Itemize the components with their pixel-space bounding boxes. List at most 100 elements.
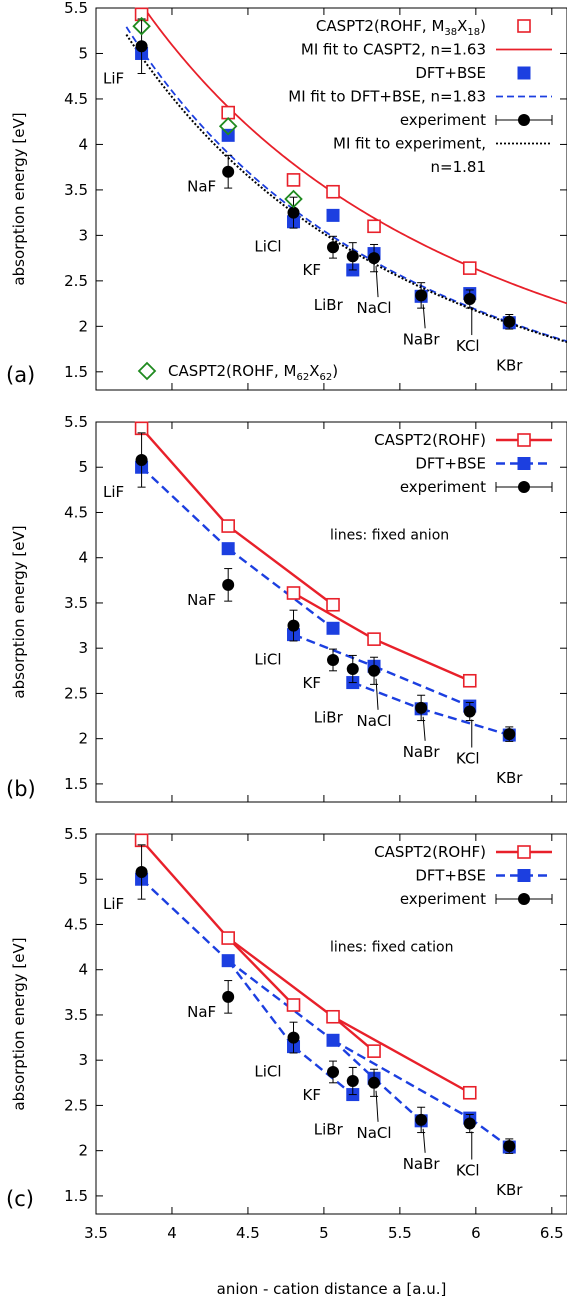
marker-filled-square (326, 1033, 340, 1047)
marker-experiment (415, 289, 428, 302)
y-tick-label: 3.5 (64, 181, 88, 199)
marker-experiment (463, 1117, 476, 1130)
y-tick-label: 2 (78, 1142, 88, 1160)
series-curve (142, 8, 567, 305)
legend-key (518, 481, 530, 493)
x-tick-label: 6.5 (540, 1224, 564, 1242)
compound-label-kbr: KBr (496, 357, 523, 375)
panel-label: (c) (6, 1187, 34, 1211)
y-tick-label: 5.5 (64, 413, 88, 431)
marker-experiment (368, 1076, 381, 1089)
y-tick-label: 4 (78, 961, 88, 979)
compound-label-lif: LiF (103, 69, 124, 87)
legend-label: MI fit to CASPT2, n=1.63 (301, 41, 486, 59)
marker-open-square (221, 105, 235, 120)
panel-note: lines: fixed anion (330, 528, 449, 544)
y-tick-label: 2.5 (64, 1096, 88, 1114)
marker-experiment (346, 663, 359, 675)
marker-experiment (287, 1031, 300, 1044)
legend: CASPT2(ROHF, M38X18) MI fit to CASPT2, n=… (137, 17, 553, 383)
marker-open-square (326, 597, 340, 612)
series-segment (373, 1077, 422, 1122)
series-segment (140, 839, 230, 939)
series-segment (420, 707, 510, 737)
series-segment (227, 525, 334, 606)
marker-filled-square (517, 457, 531, 470)
y-tick-label: 4 (78, 135, 88, 153)
series-segment (373, 665, 471, 708)
series-segment (332, 1039, 375, 1080)
marker-experiment (135, 866, 148, 878)
compound-label-licl: LiCl (254, 651, 281, 669)
marker-experiment (327, 241, 340, 254)
label-leader (375, 1090, 379, 1122)
legend-label: experiment (400, 890, 486, 908)
y-tick-label: 3.5 (64, 594, 88, 612)
plot-area (140, 427, 510, 737)
compound-label-lif: LiF (103, 895, 124, 913)
legend-label: CASPT2(ROHF, M38X18) (316, 17, 486, 38)
series-segment (227, 937, 295, 1006)
series-curve (125, 26, 567, 343)
compound-label-libr: LiBr (314, 296, 344, 314)
y-tick-label: 5.5 (64, 825, 88, 843)
series-segment (373, 638, 471, 682)
compound-label-kcl: KCl (456, 750, 480, 768)
y-tick-label: 5.5 (64, 0, 88, 17)
panel-label: (b) (6, 777, 36, 801)
marker-open-square (462, 1085, 477, 1100)
compound-label-kf: KF (303, 674, 321, 692)
marker-open-square (462, 261, 477, 275)
series-segment (227, 937, 334, 1018)
marker-experiment (346, 250, 359, 263)
y-tick-label: 3 (78, 639, 88, 657)
series-segment (332, 1039, 471, 1120)
label-leader (422, 716, 426, 741)
y-axis-label: absorption energy [eV] (10, 937, 28, 1110)
legend-label: CASPT2(ROHF) (374, 843, 486, 861)
compound-label-naf: NaF (187, 1003, 216, 1021)
label-leader (422, 1128, 426, 1153)
series-segment (140, 466, 230, 550)
y-axis-label: absorption energy [eV] (10, 525, 28, 698)
marker-experiment (222, 990, 235, 1003)
marker-open-square (517, 19, 531, 33)
legend-label: n=1.81 (431, 158, 486, 176)
y-tick-label: 4.5 (64, 90, 88, 108)
marker-open-square (286, 173, 301, 187)
x-tick-label: 3.5 (84, 1224, 108, 1242)
legend-label: MI fit to experiment, (333, 135, 486, 153)
x-axis-label: anion - cation distance a [a.u.] (217, 1280, 447, 1298)
legend-key (518, 893, 530, 905)
compound-label-licl: LiCl (254, 1063, 281, 1081)
y-tick-label: 3.5 (64, 1006, 88, 1024)
marker-open-diamond (137, 361, 157, 381)
compound-label-lif: LiF (103, 483, 124, 501)
y-tick-label: 2.5 (64, 684, 88, 702)
series-segment (227, 959, 295, 1048)
plot-frame (95, 833, 567, 1215)
y-tick-label: 2 (78, 317, 88, 335)
marker-experiment (463, 705, 476, 718)
compound-label-kcl: KCl (456, 1162, 480, 1180)
compound-label-kf: KF (303, 1086, 321, 1104)
legend-label: experiment (400, 111, 486, 129)
plot-frame (95, 7, 567, 391)
series-segment (140, 878, 230, 962)
marker-open-diamond (284, 189, 303, 209)
marker-experiment (346, 1075, 359, 1087)
series-curve (125, 34, 567, 344)
panel-c: 1.5 2 2.5 3 3.5 4 4.5 5 5.5 3.5 4 4.5 5 5.5 6 6.5 absorp… (6, 825, 567, 1298)
compound-label-kbr: KBr (496, 769, 523, 787)
y-tick-label: 1.5 (64, 775, 88, 793)
marker-experiment (415, 701, 428, 714)
series-segment (332, 1015, 471, 1094)
marker-filled-square (221, 542, 235, 556)
compound-label-kcl: KCl (456, 337, 480, 355)
y-tick-label: 1.5 (64, 1187, 88, 1205)
legend-label: DFT+BSE (415, 867, 486, 885)
marker-filled-square (517, 869, 531, 882)
panel-b: 1.5 2 2.5 3 3.5 4 4.5 5 5.5 absorption energy [eV… (6, 413, 567, 803)
compound-label-nacl: NaCl (357, 712, 392, 730)
legend-label: CASPT2(ROHF, M62X62) (168, 362, 338, 383)
